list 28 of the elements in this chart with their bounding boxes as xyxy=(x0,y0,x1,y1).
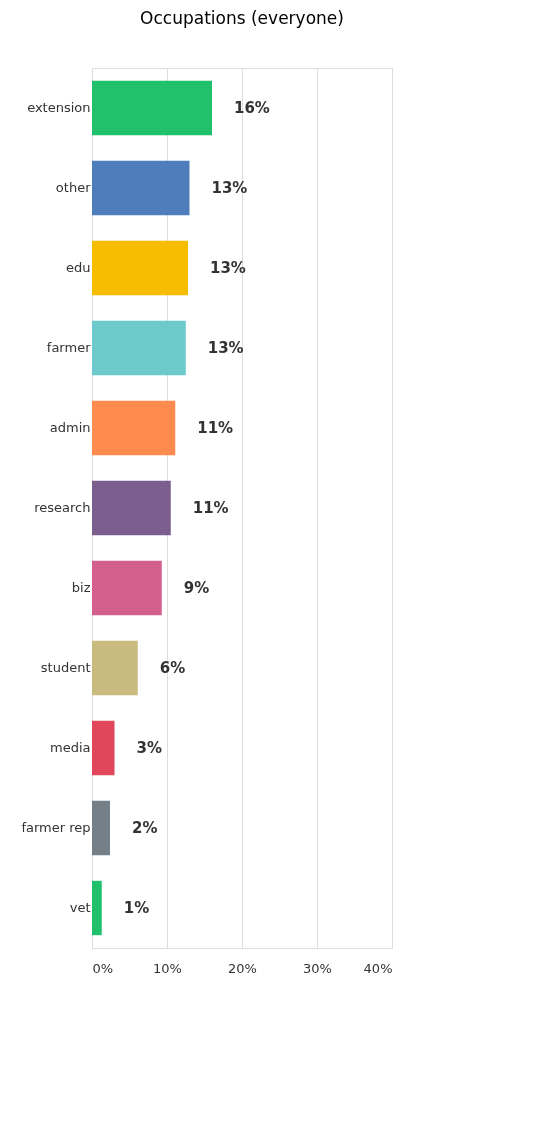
y-tick-label: other xyxy=(55,180,92,195)
y-tick-label: farmer rep xyxy=(21,820,91,835)
x-tick-label: 10% xyxy=(153,960,182,976)
data-label: 2% xyxy=(132,819,158,837)
data-label: 16% xyxy=(234,99,270,117)
data-label: 13% xyxy=(210,259,246,277)
x-tick-label: 30% xyxy=(303,960,332,976)
data-label: 9% xyxy=(183,579,210,597)
y-tick-label: vet xyxy=(69,900,91,915)
x-tick-label: 40% xyxy=(363,960,393,976)
y-tick-label: farmer xyxy=(46,340,92,355)
data-label: 3% xyxy=(136,739,162,757)
chart-title: Occupations (everyone) xyxy=(140,8,344,28)
data-label: 11% xyxy=(192,499,229,517)
data-label: 1% xyxy=(123,899,150,917)
y-tick-label: research xyxy=(34,500,91,515)
data-label: 13% xyxy=(211,179,248,197)
x-tick-label: 0% xyxy=(92,960,114,976)
y-tick-label: biz xyxy=(71,580,91,595)
y-tick-label: extension xyxy=(27,100,91,115)
data-label: 11% xyxy=(197,419,234,437)
data-label: 13% xyxy=(207,339,244,357)
y-tick-label: student xyxy=(40,660,91,675)
y-tick-label: edu xyxy=(66,260,91,275)
data-label: 6% xyxy=(159,659,186,677)
x-tick-label: 20% xyxy=(228,960,257,976)
y-tick-label: admin xyxy=(49,420,91,435)
y-tick-label: media xyxy=(50,740,91,755)
